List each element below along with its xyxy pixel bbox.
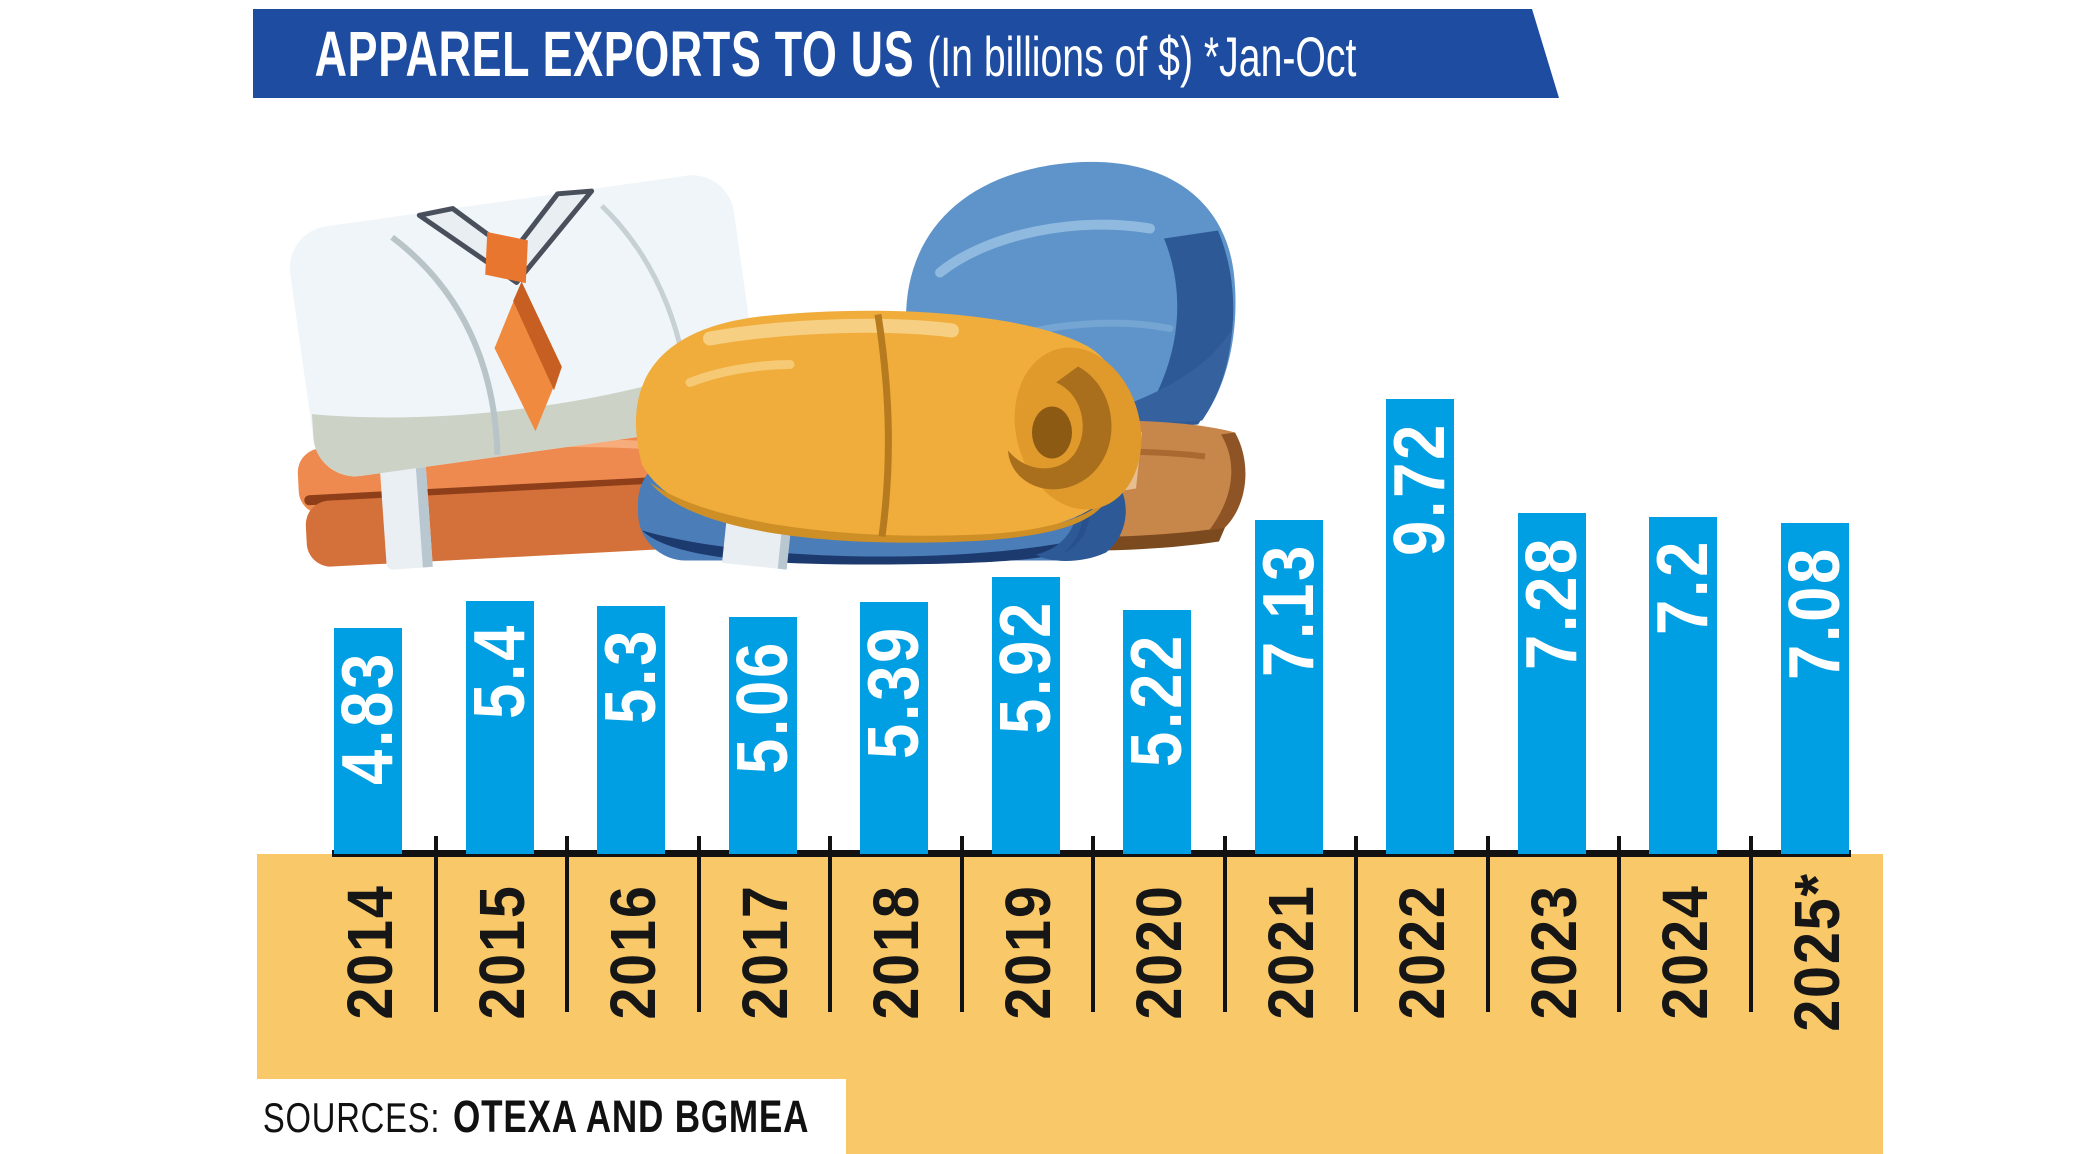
year-tick (565, 836, 569, 1012)
year-label: 2017 (728, 884, 801, 1020)
year-tick (1354, 836, 1358, 1012)
year-tick (697, 836, 701, 1012)
sources-names: OTEXA AND BGMEA (453, 1090, 810, 1142)
bar (465, 601, 534, 854)
year-label: 2020 (1123, 884, 1195, 1020)
year-tick (1091, 836, 1095, 1012)
year-label: 2021 (1254, 884, 1327, 1020)
year-label: 2015 (465, 884, 538, 1020)
bar (1780, 523, 1849, 854)
bar-value-label: 5.06 (722, 640, 803, 774)
year-label: 2014 (334, 884, 406, 1020)
year-label: 2023 (1517, 884, 1590, 1020)
bar-value-label: 5.3 (591, 627, 671, 724)
year-tick (1486, 836, 1490, 1012)
bar-value-label: 5.92 (985, 600, 1066, 734)
bar (860, 602, 928, 854)
sources-strip: SOURCES: OTEXA AND BGMEA (0, 1079, 846, 1154)
bar (1123, 610, 1191, 854)
year-label: 2018 (860, 884, 932, 1020)
year-tick (1749, 836, 1753, 1012)
bar (1649, 517, 1717, 854)
year-label: 2022 (1386, 884, 1458, 1020)
bar-value-label: 5.4 (459, 622, 540, 719)
bar-value-label: 5.39 (854, 625, 934, 759)
year-tick (1617, 836, 1621, 1012)
year-tick (1223, 836, 1227, 1012)
title-banner: APPAREL EXPORTS TO US (In billions of $)… (253, 9, 1559, 98)
bar (1254, 520, 1323, 854)
bar-value-label: 5.22 (1117, 633, 1197, 767)
bar (991, 577, 1060, 854)
year-label: 2019 (991, 884, 1064, 1020)
year-tick (828, 836, 832, 1012)
bar (1517, 513, 1586, 854)
page-title-main: APPAREL EXPORTS TO US (314, 17, 915, 90)
bar (334, 628, 402, 854)
year-tick (960, 836, 964, 1012)
bar-value-label: 9.72 (1380, 422, 1460, 556)
page-title-sub: (In billions of $) *Jan-Oct (927, 24, 1357, 88)
year-label: 2025* (1780, 872, 1853, 1032)
page-title: APPAREL EXPORTS TO US (In billions of $)… (253, 17, 1356, 91)
bar (728, 617, 797, 854)
apparel-stack-illustration (290, 161, 1246, 570)
year-label: 2024 (1649, 884, 1721, 1020)
year-tick (434, 836, 438, 1012)
bar-value-label: 7.08 (1774, 546, 1855, 680)
yellow-roll-icon (635, 310, 1142, 543)
bar-value-label: 7.2 (1643, 538, 1723, 635)
bar-value-label: 7.13 (1248, 543, 1329, 677)
bar-value-label: 7.28 (1511, 536, 1592, 670)
sources-text: SOURCES: OTEXA AND BGMEA (0, 1091, 809, 1143)
bar (1386, 399, 1454, 854)
bar (597, 606, 665, 854)
year-label: 2016 (597, 884, 669, 1020)
bar-value-label: 4.83 (328, 651, 408, 785)
sources-label: SOURCES: (262, 1093, 441, 1141)
